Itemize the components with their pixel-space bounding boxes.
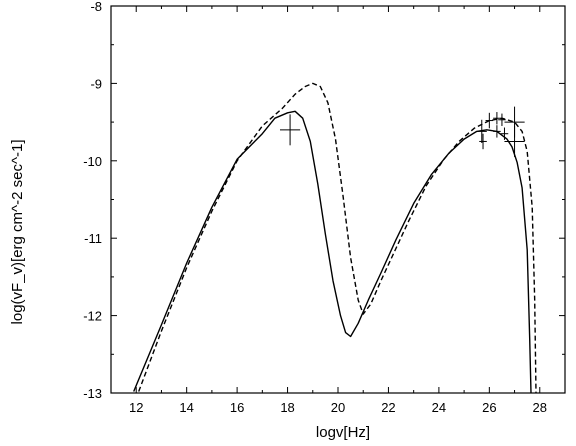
plot-area: [110, 5, 566, 394]
x-tick-label: 24: [432, 400, 446, 415]
x-tick-label: 22: [381, 400, 395, 415]
data-point: [485, 112, 494, 129]
x-tick-label: 20: [331, 400, 345, 415]
solid-model-curve: [133, 110, 532, 394]
data-point: [279, 114, 301, 146]
data-point: [498, 113, 506, 126]
x-tick-label: 16: [230, 400, 244, 415]
x-tick-label: 14: [179, 400, 193, 415]
data-point: [493, 112, 501, 125]
data-point: [500, 127, 509, 140]
y-axis: -13 -12 -11 -10 -9 -8: [83, 0, 565, 401]
x-tick-label: 28: [533, 400, 547, 415]
x-axis-title: logv[Hz]: [316, 424, 370, 441]
y-tick-label: -12: [83, 309, 102, 324]
y-tick-label: -13: [83, 386, 102, 401]
x-tick-label: 26: [482, 400, 496, 415]
data-point: [476, 119, 487, 143]
y-tick-label: -9: [90, 76, 102, 91]
plot-frame: [110, 5, 566, 394]
data-point: [479, 133, 487, 150]
x-tick-label: 12: [129, 400, 143, 415]
x-tick-label: 18: [280, 400, 294, 415]
y-tick-label: -11: [84, 231, 102, 246]
data-point: [504, 125, 525, 157]
dashed-model-curve: [138, 82, 537, 394]
x-axis: 12 14 16 18 20 22 24 26 28: [110, 6, 566, 415]
y-tick-label: -8: [90, 0, 102, 14]
y-axis-title: log(vF_v)[erg cm^-2 sec^-1]: [9, 140, 26, 325]
y-tick-label: -10: [83, 154, 102, 169]
data-point: [493, 125, 501, 138]
